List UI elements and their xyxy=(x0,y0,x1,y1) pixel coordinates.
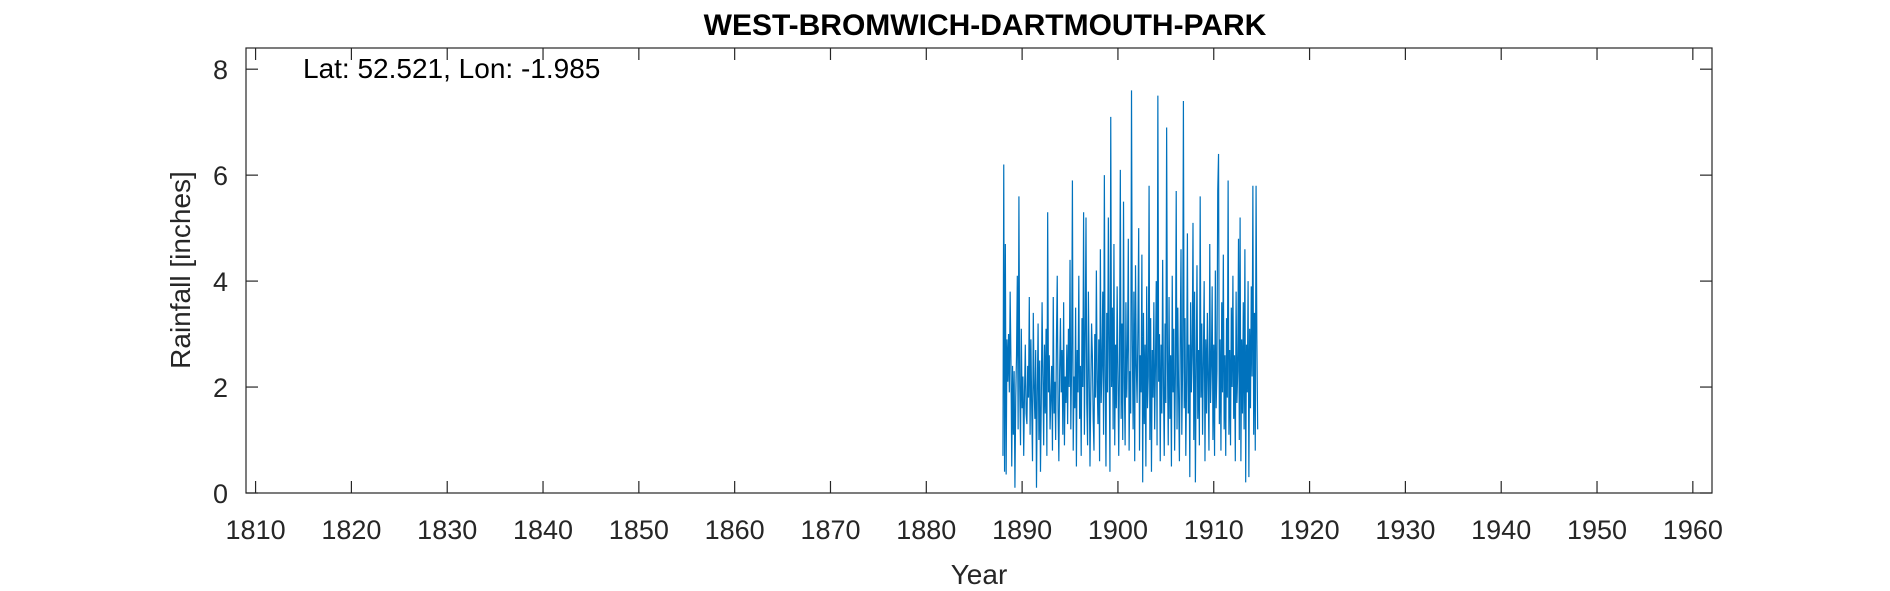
x-tick-label: 1940 xyxy=(1471,515,1531,545)
x-axis: 1810 1820 1830 1840 1850 1860 1870 1880 1890 1900… xyxy=(226,48,1723,545)
y-tick-label: 0 xyxy=(213,479,228,509)
y-tick-label: 2 xyxy=(213,373,228,403)
x-tick-label: 1890 xyxy=(992,515,1052,545)
x-tick-label: 1960 xyxy=(1663,515,1723,545)
x-tick-label: 1830 xyxy=(417,515,477,545)
x-tick-label: 1920 xyxy=(1280,515,1340,545)
x-tick-label: 1810 xyxy=(226,515,286,545)
y-tick-label: 8 xyxy=(213,55,228,85)
x-tick-label: 1900 xyxy=(1088,515,1148,545)
y-tick-label: 6 xyxy=(213,161,228,191)
x-tick-label: 1880 xyxy=(896,515,956,545)
y-tick-label: 4 xyxy=(213,267,228,297)
x-tick-label: 1870 xyxy=(800,515,860,545)
x-tick-label: 1950 xyxy=(1567,515,1627,545)
y-axis: 0 2 4 6 8 xyxy=(213,55,1712,509)
x-tick-label: 1860 xyxy=(705,515,765,545)
x-tick-label: 1930 xyxy=(1375,515,1435,545)
chart-title: WEST-BROMWICH-DARTMOUTH-PARK xyxy=(704,9,1267,42)
x-tick-label: 1820 xyxy=(321,515,381,545)
series-line xyxy=(1002,90,1259,488)
location-annotation: Lat: 52.521, Lon: -1.985 xyxy=(303,53,600,84)
x-tick-label: 1840 xyxy=(513,515,573,545)
x-tick-label: 1910 xyxy=(1184,515,1244,545)
plot-area xyxy=(245,47,1713,494)
y-axis-label: Rainfall [inches] xyxy=(165,171,196,369)
x-tick-label: 1850 xyxy=(609,515,669,545)
x-axis-label: Year xyxy=(951,559,1008,590)
